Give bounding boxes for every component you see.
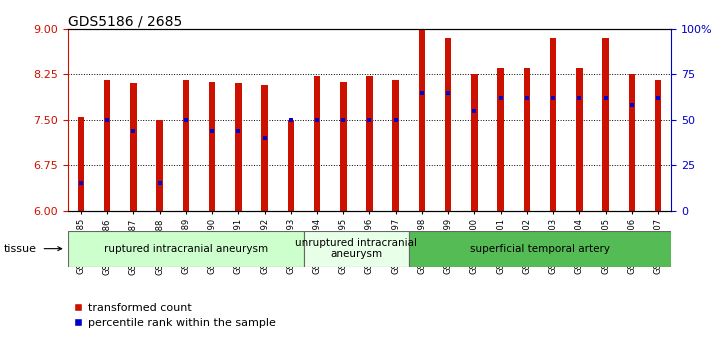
- Bar: [183, 81, 189, 211]
- Text: tissue: tissue: [4, 244, 36, 254]
- Bar: [418, 30, 426, 211]
- Bar: [603, 38, 609, 211]
- Bar: [550, 38, 556, 211]
- Bar: [366, 76, 373, 211]
- Bar: [471, 74, 478, 211]
- Legend: transformed count, percentile rank within the sample: transformed count, percentile rank withi…: [74, 303, 276, 328]
- Bar: [523, 68, 531, 211]
- Bar: [576, 68, 583, 211]
- Text: ruptured intracranial aneurysm: ruptured intracranial aneurysm: [104, 244, 268, 254]
- Bar: [130, 83, 136, 211]
- Bar: [208, 82, 216, 211]
- Bar: [104, 81, 111, 211]
- Bar: [235, 83, 241, 211]
- Bar: [313, 76, 321, 211]
- Text: GDS5186 / 2685: GDS5186 / 2685: [68, 15, 182, 29]
- Bar: [78, 117, 84, 211]
- Bar: [409, 231, 671, 267]
- Bar: [68, 231, 304, 267]
- Bar: [156, 120, 163, 211]
- Bar: [304, 231, 409, 267]
- Bar: [445, 38, 451, 211]
- Bar: [655, 81, 661, 211]
- Bar: [393, 81, 399, 211]
- Text: superficial temporal artery: superficial temporal artery: [470, 244, 610, 254]
- Bar: [498, 68, 504, 211]
- Bar: [288, 120, 294, 211]
- Bar: [261, 85, 268, 211]
- Text: unruptured intracranial
aneurysm: unruptured intracranial aneurysm: [296, 238, 418, 260]
- Bar: [628, 74, 635, 211]
- Bar: [340, 82, 346, 211]
